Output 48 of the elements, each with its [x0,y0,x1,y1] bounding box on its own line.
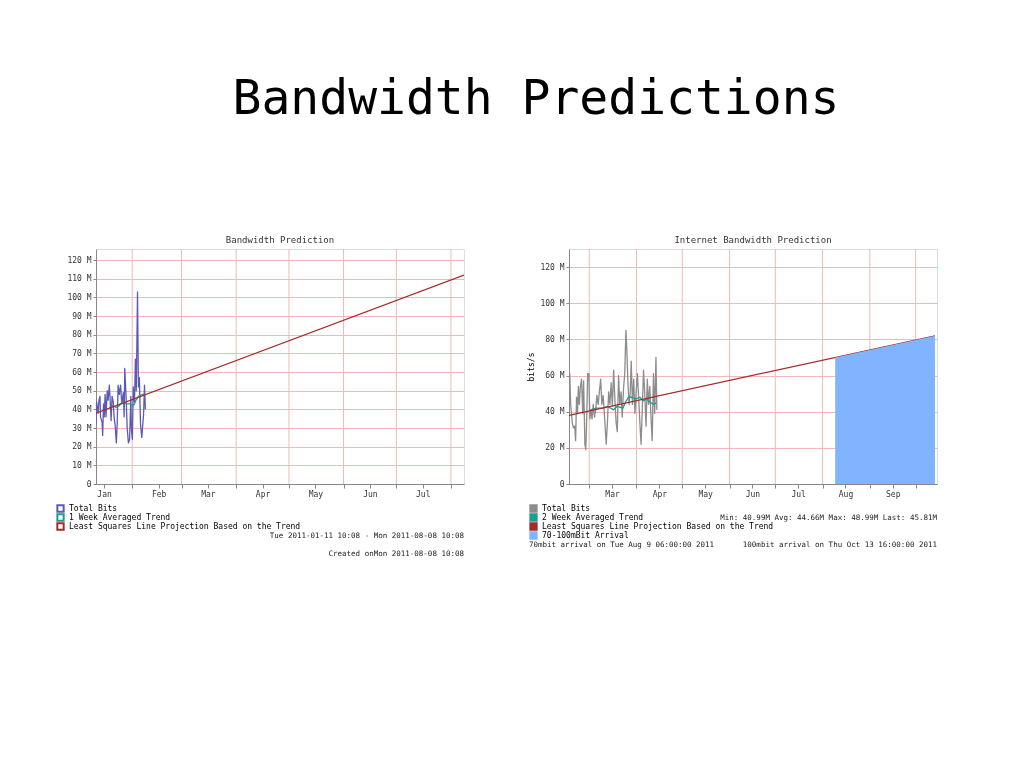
x-tick-label: Jul [416,489,431,499]
x-tick-label: Apr [255,489,271,499]
x-tick-label: Aug [838,489,854,499]
y-tick-label: 40 M [545,407,565,417]
y-tick-label: 30 M [72,423,92,433]
legend-label: 2 Week Averaged Trend [542,512,644,522]
y-tick-label: 120 M [540,262,565,272]
x-tick-label: Apr [652,489,668,499]
x-tick-label: Jan [97,489,112,499]
y-tick-label: 90 M [72,311,92,321]
line-series [108,393,147,409]
y-tick-label: 40 M [72,404,92,414]
y-tick-label: 80 M [545,334,565,344]
x-tick-label: Jul [791,489,807,499]
x-tick-label: May [308,489,324,499]
y-tick-label: 100 M [540,298,565,308]
legend-label: 70-100mBit Arrival [542,530,629,540]
legend-label: Total Bits [542,503,591,513]
legend-label: Total Bits [69,503,118,513]
x-tick-label: Feb [151,489,167,499]
y-tick-label: 70 M [72,348,92,358]
chart-title: Bandwidth Prediction [225,234,335,245]
chart-title: Internet Bandwidth Prediction [674,234,832,245]
y-tick-label: 80 M [72,330,92,340]
y-tick-label: 100 M [67,292,92,302]
legend-label: 1 Week Averaged Trend [69,512,171,522]
text: Bandwidth Predictions [232,69,840,125]
x-tick-label: Sep [886,489,901,499]
y-tick-label: 50 M [72,386,92,396]
y-tick-label: 120 M [67,255,92,265]
y-tick-label: 0 [559,479,565,489]
y-tick-label: 20 M [545,443,565,453]
x-tick-label: May [698,489,714,499]
y-tick-label: 20 M [72,442,92,452]
line-series [589,396,657,411]
y-tick-label: 10 M [72,460,92,470]
line-series [96,291,147,444]
legend-label: Least Squares Line Projection Based on the Trend [542,521,774,531]
y-tick-label: 110 M [67,274,92,284]
y-tick-label: 60 M [72,367,92,377]
x-tick-label: Jun [363,489,378,499]
x-tick-label: Jun [745,489,761,499]
y-tick-label: 0 [86,479,92,489]
x-tick-label: Mar [201,489,216,499]
y-tick-label: 60 M [545,371,565,381]
y-axis-title: bits/s [527,352,537,382]
x-tick-label: Mar [605,489,620,499]
legend-label: Least Squares Line Projection Based on the Trend [69,521,301,531]
